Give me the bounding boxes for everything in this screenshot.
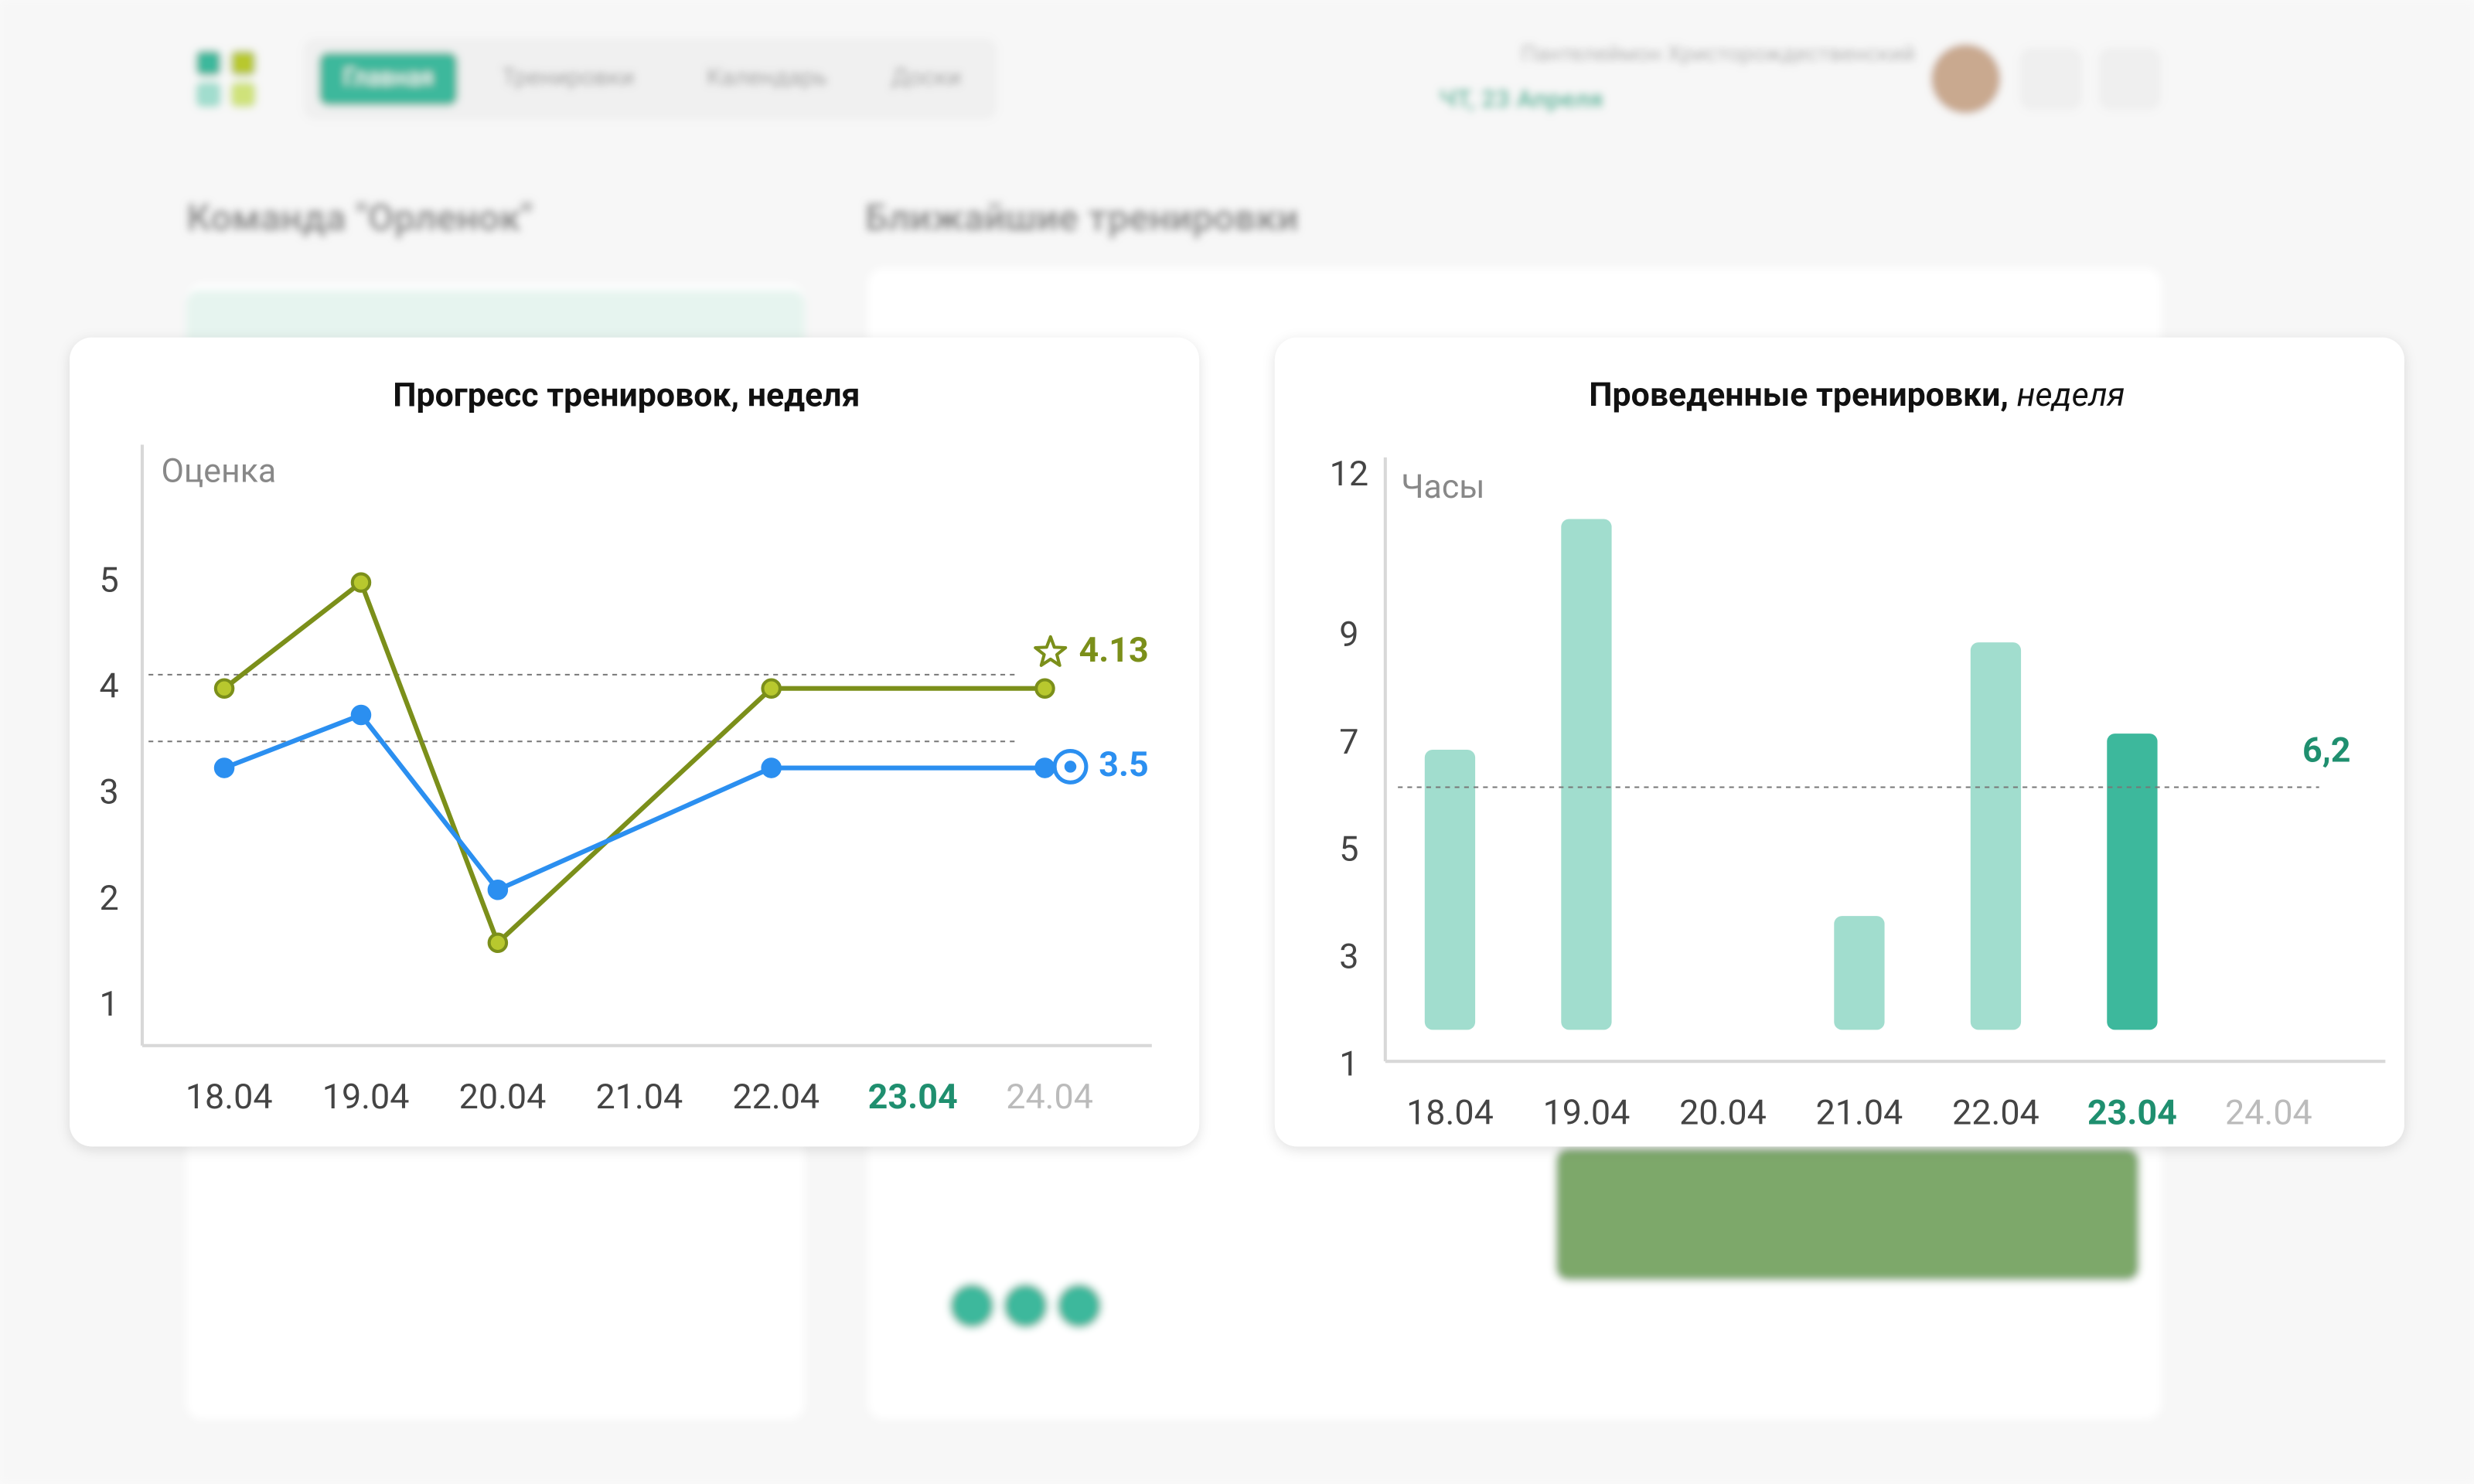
bar xyxy=(1970,642,2022,1030)
y-tick-label: 3 xyxy=(100,771,119,812)
x-tick-label: 21.04 xyxy=(1816,1091,1903,1132)
nav-bar xyxy=(303,37,997,121)
x-tick-label: 24.04 xyxy=(2225,1091,2312,1132)
average-label: 3.5 xyxy=(1099,744,1149,785)
ball-icon-center xyxy=(1064,761,1077,773)
logo xyxy=(230,82,256,107)
y-tick-label: 1 xyxy=(1339,1043,1358,1084)
user-name: Пантелеймон Христорождественский xyxy=(1521,41,1915,66)
nav-item[interactable]: Доски xyxy=(891,64,962,91)
point xyxy=(487,879,509,900)
bar xyxy=(1424,749,1476,1030)
y-tick-label: 12 xyxy=(1330,453,1368,494)
nav-item[interactable]: Тренировки xyxy=(502,64,635,91)
x-tick-label: 23.04 xyxy=(868,1076,958,1117)
chart-title: Проведенные тренировки, неделя xyxy=(1589,376,2125,414)
point xyxy=(761,678,782,699)
upcoming-heading: Ближайшие тренировки xyxy=(864,196,1298,240)
avatar[interactable] xyxy=(1930,44,2001,114)
x-tick-label: 22.04 xyxy=(732,1076,820,1117)
nav-active[interactable] xyxy=(319,52,458,106)
x-tick-label: 19.04 xyxy=(322,1076,410,1117)
y-tick-label: 1 xyxy=(100,983,119,1024)
x-tick-label: 24.04 xyxy=(1006,1076,1093,1117)
bell-button[interactable] xyxy=(2019,47,2083,111)
point xyxy=(350,704,372,726)
point xyxy=(350,572,372,593)
star-icon xyxy=(1034,635,1068,667)
field-image xyxy=(1556,1148,2140,1281)
dot xyxy=(1057,1283,1102,1329)
date: ЧТ, 23 Апреля xyxy=(1439,84,1603,114)
point xyxy=(213,757,235,778)
x-tick-label: 19.04 xyxy=(1543,1091,1631,1132)
logo xyxy=(230,50,256,76)
bar xyxy=(1561,519,1612,1030)
point xyxy=(213,678,235,699)
team-heading: Команда "Орленок" xyxy=(186,196,533,240)
y-tick-label: 3 xyxy=(1339,935,1358,976)
y-tick-label: 2 xyxy=(100,877,119,918)
x-tick-label: 22.04 xyxy=(1952,1091,2040,1132)
x-tick-label: 21.04 xyxy=(596,1076,683,1117)
y-axis-label: Часы xyxy=(1401,468,1484,506)
logo xyxy=(196,50,221,76)
x-tick-label: 20.04 xyxy=(1679,1091,1767,1132)
y-axis-label: Оценка xyxy=(161,451,276,490)
y-tick-label: 4 xyxy=(100,665,119,706)
point xyxy=(1034,678,1055,699)
logo xyxy=(196,82,221,107)
menu-button[interactable] xyxy=(2098,47,2162,111)
average-label: 4.13 xyxy=(1079,629,1148,670)
dot xyxy=(1004,1283,1048,1329)
point xyxy=(487,932,509,954)
bar xyxy=(1834,916,1885,1030)
y-tick-label: 5 xyxy=(100,559,119,600)
point xyxy=(761,757,782,778)
x-tick-label: 18.04 xyxy=(186,1076,273,1117)
point xyxy=(1034,757,1055,778)
nav-item[interactable]: Календарь xyxy=(707,64,828,91)
nav-item[interactable]: Главная xyxy=(343,64,433,91)
y-tick-label: 5 xyxy=(1339,829,1358,870)
y-tick-label: 9 xyxy=(1339,614,1358,655)
team-row xyxy=(186,290,805,354)
y-tick-label: 7 xyxy=(1339,721,1358,762)
dot xyxy=(949,1283,994,1329)
x-tick-label: 20.04 xyxy=(459,1076,547,1117)
average-label: 6,2 xyxy=(2302,730,2351,771)
title-em: неделя xyxy=(2017,376,2125,414)
title-main: Проведенные тренировки, xyxy=(1589,376,2009,414)
bar xyxy=(2107,733,2158,1030)
x-tick-label: 23.04 xyxy=(2087,1091,2177,1132)
x-tick-label: 18.04 xyxy=(1406,1091,1494,1132)
chart-title: Прогресс тренировок, неделя xyxy=(393,376,860,414)
